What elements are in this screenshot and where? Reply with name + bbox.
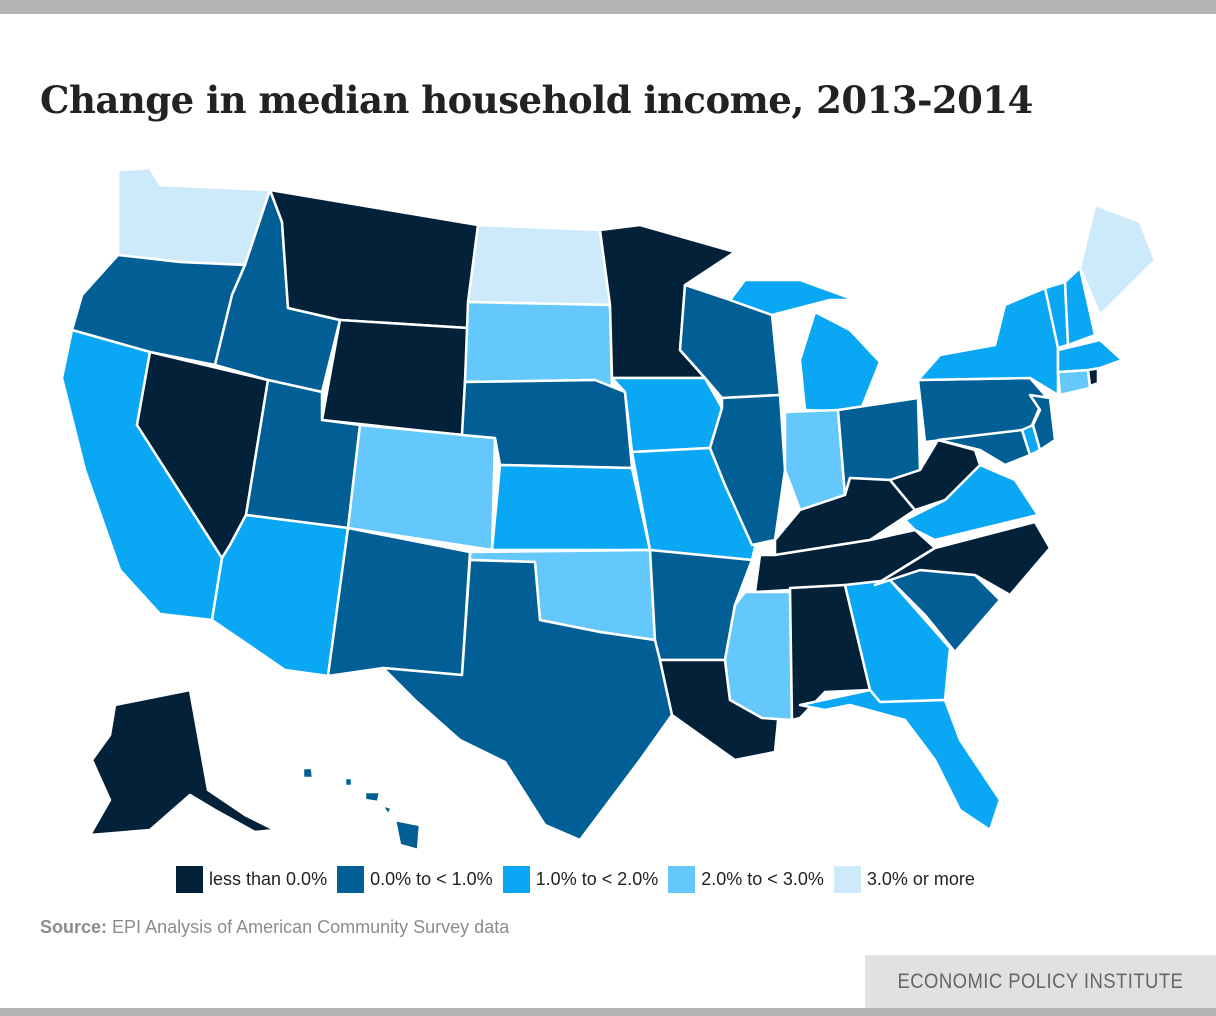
state-ak bbox=[88, 688, 277, 837]
state-sd bbox=[463, 300, 614, 392]
state-ny bbox=[916, 286, 1060, 397]
source-text: EPI Analysis of American Community Surve… bbox=[112, 917, 510, 937]
state-az bbox=[210, 513, 350, 678]
legend-swatch bbox=[176, 865, 203, 893]
legend-item-2-to-3: 2.0% to < 3.0% bbox=[668, 865, 824, 893]
brand-box: ECONOMIC POLICY INSTITUTE bbox=[865, 955, 1216, 1008]
legend-label: 3.0% or more bbox=[866, 868, 975, 889]
top-bar bbox=[0, 0, 1216, 14]
state-nj bbox=[1028, 393, 1057, 452]
legend-label: less than 0.0% bbox=[209, 868, 328, 889]
us-map bbox=[60, 166, 1157, 852]
legend-label: 1.0% to < 2.0% bbox=[535, 868, 659, 889]
legend-swatch bbox=[337, 865, 365, 893]
state-ms bbox=[723, 590, 794, 722]
state-hi bbox=[301, 766, 422, 852]
legend-item-3-or-more: 3.0% or more bbox=[833, 865, 975, 893]
state-tx bbox=[381, 558, 674, 842]
state-in bbox=[783, 408, 847, 512]
state-fl bbox=[798, 688, 1002, 832]
legend-item-less-than-0: less than 0.0% bbox=[176, 865, 328, 893]
source-note: Source: EPI Analysis of American Communi… bbox=[40, 917, 509, 938]
legend-swatch bbox=[502, 865, 530, 893]
state-wa bbox=[116, 166, 272, 267]
state-nc bbox=[873, 520, 1052, 597]
state-ma bbox=[1056, 338, 1124, 374]
state-wv bbox=[888, 438, 982, 512]
legend-swatch bbox=[833, 865, 861, 893]
state-wy bbox=[320, 318, 470, 437]
state-me bbox=[1078, 203, 1157, 317]
state-nm bbox=[326, 526, 472, 678]
legend: less than 0.0% 0.0% to < 1.0% 1.0% to < … bbox=[176, 865, 985, 893]
legend-swatch bbox=[668, 865, 696, 893]
state-ks bbox=[490, 463, 652, 552]
state-il bbox=[708, 393, 787, 547]
source-prefix: Source: bbox=[40, 917, 108, 937]
state-mt bbox=[268, 188, 480, 330]
brand-name: ECONOMIC POLICY INSTITUTE bbox=[897, 969, 1184, 993]
legend-label: 2.0% to < 3.0% bbox=[701, 868, 824, 889]
chart-title: Change in median household income, 2013-… bbox=[40, 78, 1033, 122]
state-ct bbox=[1056, 368, 1092, 397]
bottom-bar bbox=[0, 1008, 1216, 1016]
legend-item-0-to-1: 0.0% to < 1.0% bbox=[337, 865, 493, 893]
state-md bbox=[936, 428, 1032, 467]
state-nd bbox=[466, 223, 612, 307]
legend-label: 0.0% to < 1.0% bbox=[370, 868, 493, 889]
legend-item-1-to-2: 1.0% to < 2.0% bbox=[502, 865, 659, 893]
state-nh bbox=[1063, 266, 1097, 347]
